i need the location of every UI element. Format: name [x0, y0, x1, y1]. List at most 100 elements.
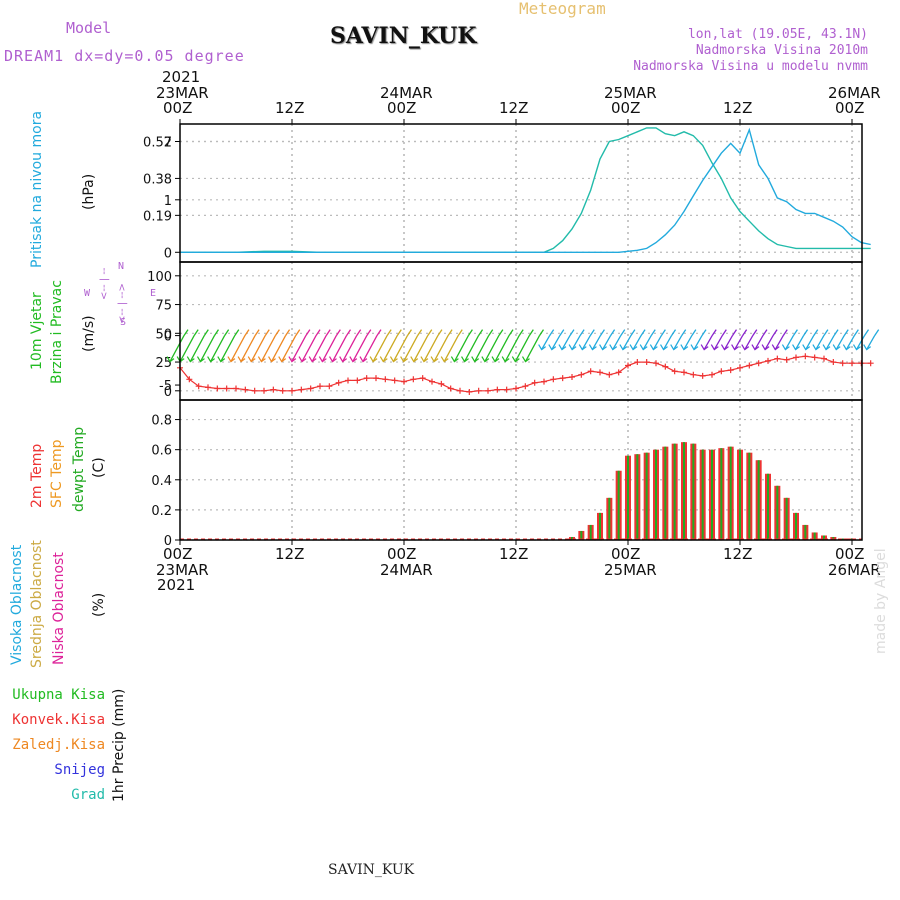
- wind-speed-marker: [438, 380, 445, 387]
- top-axis-hour: 00Z: [387, 99, 417, 117]
- wind-barb-head: [700, 344, 709, 351]
- pressure-tick-label: 0.38: [143, 172, 172, 187]
- wind-barb-head: [822, 344, 831, 351]
- wind-barb-feather: [863, 329, 870, 336]
- wind-barb: [774, 335, 784, 350]
- wind-barb-feather: [833, 329, 839, 336]
- wind-tick-label: 100: [147, 270, 172, 285]
- dewpt-bar: [617, 470, 620, 540]
- wind-barb: [474, 335, 490, 362]
- dewpt-bar: [804, 524, 807, 540]
- wind-barb-head: [369, 356, 378, 363]
- wind-barb-feather: [742, 329, 748, 336]
- model-altitude-label: Nadmorska Visina u modelu nvmm: [633, 59, 868, 74]
- wind-barb: [342, 335, 358, 362]
- wind-barb-feather: [356, 329, 362, 336]
- wind-barb-feather: [782, 329, 788, 336]
- wind-barb-feather: [691, 329, 697, 336]
- wind-speed-marker: [634, 359, 641, 366]
- pressure-tick-label: 0: [164, 246, 172, 261]
- wind-barb-feather: [508, 329, 514, 336]
- dewpt-bar: [673, 443, 676, 540]
- wind-speed-marker: [317, 383, 323, 390]
- wind-barb-feather: [325, 329, 331, 336]
- wind-barb: [403, 335, 419, 362]
- dewpt-bar: [720, 448, 723, 540]
- wind-barb: [413, 335, 429, 362]
- wind-barb: [632, 335, 642, 350]
- wind-barb-head: [619, 344, 628, 351]
- wind-speed-marker: [205, 384, 211, 391]
- compass-s: S: [120, 317, 127, 328]
- wind-barb-head: [710, 344, 719, 351]
- wind-speed-marker: [830, 359, 837, 366]
- compass-n: N: [118, 261, 125, 272]
- wind-barb-feather: [396, 329, 402, 336]
- wind-barb: [514, 335, 530, 362]
- wind-barb: [484, 335, 500, 362]
- wind-barb-head: [308, 356, 317, 363]
- wind-barb-head: [761, 344, 770, 351]
- wind-barb: [362, 335, 378, 362]
- wind-barb-feather: [650, 329, 656, 336]
- wind-barb-head: [471, 356, 480, 363]
- bottom-axis-hour: 00Z: [387, 545, 417, 563]
- wind-barb-head: [278, 356, 287, 363]
- wind-barb-head: [609, 344, 618, 351]
- wind-speed-marker: [783, 356, 790, 363]
- wind-speed-marker: [475, 387, 482, 394]
- wind-barb: [662, 335, 673, 350]
- dewpt-bar: [832, 536, 835, 540]
- wind-speed-marker: [363, 375, 370, 382]
- wind-barb-feather: [203, 329, 209, 336]
- wind-barb-head: [863, 344, 872, 351]
- footer-station: SAVIN_KUK: [328, 862, 415, 878]
- wind-speed-marker: [251, 387, 258, 394]
- wind-barb: [855, 335, 866, 350]
- wind-speed-marker: [429, 378, 435, 385]
- wind-barb-feather: [467, 329, 473, 336]
- wind-barb-feather: [803, 329, 809, 336]
- wind-barb-head: [207, 356, 215, 363]
- wind-barb: [240, 335, 256, 362]
- wind-barb: [220, 335, 236, 362]
- wind-barb-head: [461, 356, 469, 363]
- dewpt-bar: [841, 538, 844, 540]
- wind-barb-head: [430, 356, 439, 363]
- wind-speed-marker: [867, 360, 874, 367]
- wind-barb: [250, 335, 266, 362]
- bottom-axis-hour: 12Z: [723, 545, 753, 563]
- wind-speed-marker: [186, 376, 193, 383]
- dewpt-bar: [692, 443, 695, 540]
- bottom-axis-hour: 12Z: [275, 545, 305, 563]
- wind-barb-head: [599, 344, 607, 351]
- pressure-tick-label: 0.57: [143, 135, 172, 150]
- top-axis-hour: 12Z: [499, 99, 529, 117]
- wind-tick-label: 75: [155, 299, 172, 314]
- wind-barb-feather: [274, 329, 280, 336]
- wind-speed-marker: [671, 368, 678, 375]
- wind-speed-marker: [849, 360, 855, 367]
- wind-barb-feather: [427, 329, 433, 336]
- wind-barb: [561, 335, 571, 350]
- wind-barb-feather: [366, 329, 372, 336]
- wind-barb: [734, 335, 744, 350]
- wind-barb-feather: [823, 329, 829, 336]
- wind-barb-feather: [234, 329, 240, 336]
- wind-barb: [311, 335, 327, 362]
- wind-barb: [652, 335, 662, 350]
- wind-barb-feather: [589, 329, 595, 336]
- wind-tick-label: 50: [155, 327, 172, 342]
- wind-speed-marker: [615, 369, 622, 376]
- temp-tick-label: 0.2: [151, 504, 172, 519]
- wind-barb: [805, 335, 815, 350]
- precip-legend-hail: Grad: [71, 787, 105, 803]
- wind-speed-marker: [625, 362, 631, 369]
- wind-barb-head: [196, 356, 205, 363]
- top-axis-date: 24MAR: [380, 84, 433, 102]
- wind-barb-feather: [406, 329, 412, 336]
- wind-speed-marker: [513, 385, 519, 392]
- dewpt-bar: [664, 446, 667, 540]
- panel-frame: [179, 261, 863, 401]
